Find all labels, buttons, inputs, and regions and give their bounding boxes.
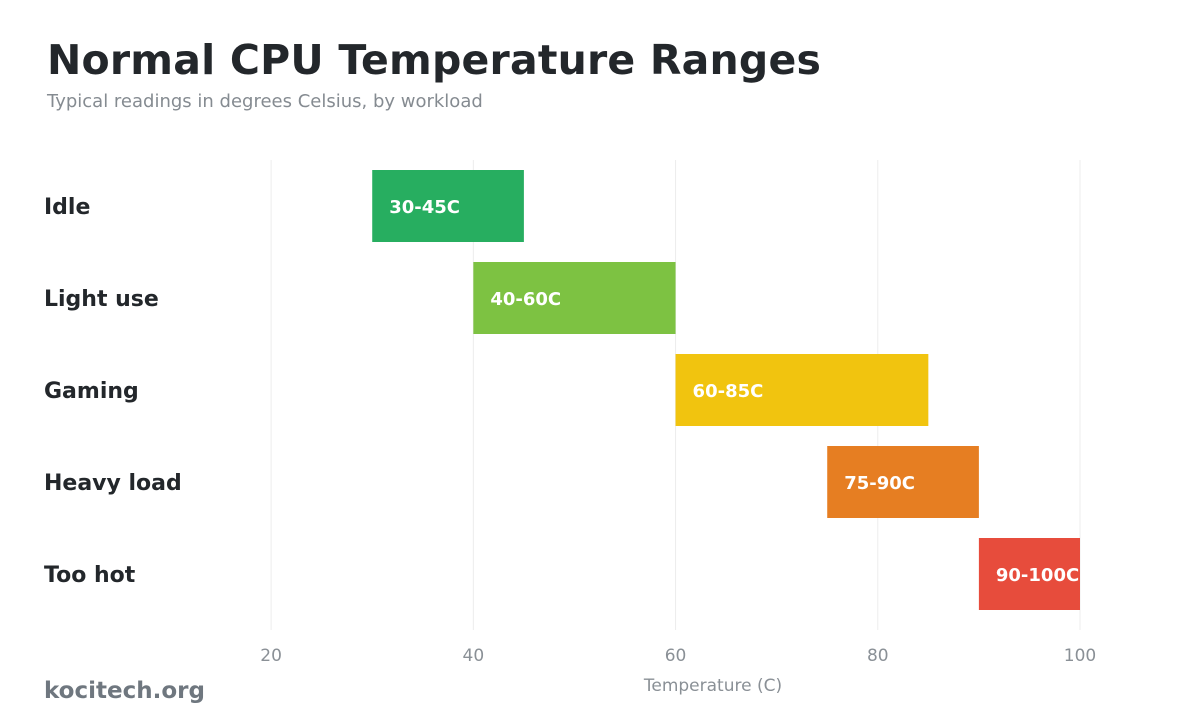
bar-too-hot — [978, 538, 1080, 610]
x-axis-title: Temperature (C) — [643, 676, 782, 696]
chart-title: Normal CPU Temperature Ranges — [47, 36, 822, 84]
bar-label-gaming: 60-85C — [693, 381, 764, 402]
x-tick-label-80: 80 — [867, 646, 889, 666]
bar-gaming — [675, 354, 929, 426]
bar-label-too-hot: 90-100C — [996, 565, 1079, 586]
x-tick-label-100: 100 — [1064, 646, 1096, 666]
x-tick-label-40: 40 — [463, 646, 485, 666]
bar-label-idle: 30-45C — [389, 197, 460, 218]
category-label-too-hot: Too hot — [44, 563, 136, 588]
category-label-heavy-load: Heavy load — [44, 471, 182, 496]
x-tick-label-20: 20 — [260, 646, 282, 666]
brand-watermark: kocitech.org — [44, 678, 205, 704]
bar-label-light-use: 40-60C — [490, 289, 561, 310]
category-label-gaming: Gaming — [44, 379, 139, 404]
x-tick-labels: 20 40 60 80 100 — [260, 646, 1096, 666]
bar-idle — [372, 170, 524, 242]
category-label-light-use: Light use — [44, 287, 159, 312]
category-label-idle: Idle — [44, 195, 90, 220]
bar-heavy-load — [827, 446, 979, 518]
category-labels: Idle Light use Gaming Heavy load Too hot — [44, 195, 182, 588]
x-tick-label-60: 60 — [665, 646, 687, 666]
chart-subtitle: Typical readings in degrees Celsius, by … — [47, 91, 483, 112]
bar-label-heavy-load: 75-90C — [844, 473, 915, 494]
range-bars: 30-45C 40-60C 60-85C 75-90C 90-100C — [372, 170, 1080, 610]
bar-light-use — [473, 262, 676, 334]
